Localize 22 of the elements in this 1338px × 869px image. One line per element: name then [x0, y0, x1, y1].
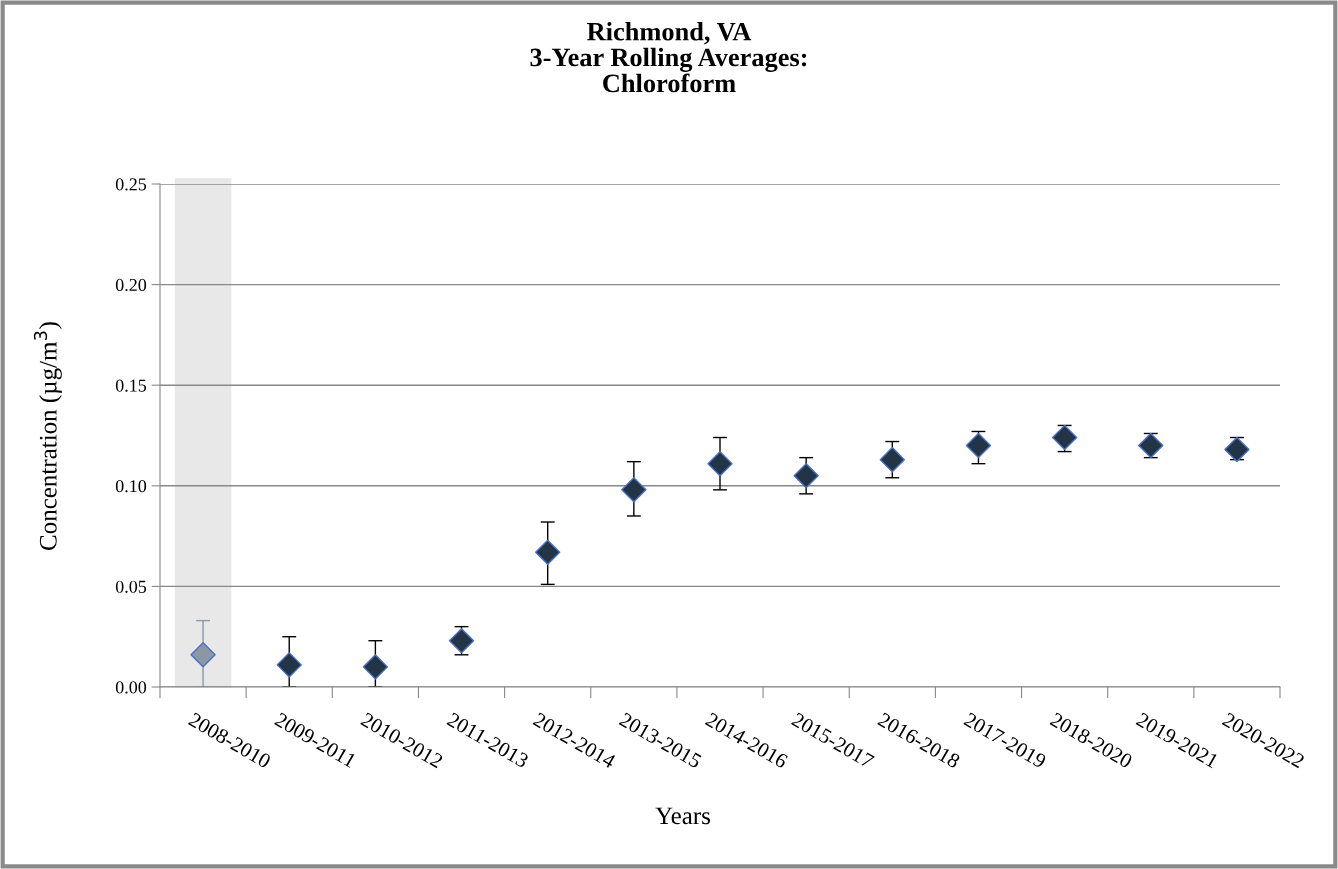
x-axis-title: Years — [655, 807, 710, 825]
chart-title: Richmond, VA 3-Year Rolling Averages: Chloroform — [530, 22, 807, 93]
y-tick-label: 0.20 — [115, 278, 147, 292]
y-tick-label: 0.00 — [115, 681, 147, 694]
point — [793, 463, 819, 489]
point — [1051, 424, 1078, 451]
point — [190, 642, 216, 668]
point — [362, 654, 389, 680]
point — [448, 628, 475, 654]
y-tick-label: 0.25 — [115, 178, 147, 191]
y-tick-label: 0.05 — [115, 580, 147, 593]
point — [276, 652, 302, 678]
point — [1138, 432, 1164, 459]
point — [534, 539, 561, 565]
y-tick-label: 0.10 — [115, 480, 147, 493]
y-axis-title: Concentration (µg/m$^{3}$) — [33, 322, 62, 550]
y-tick-label: 0.15 — [115, 379, 147, 392]
point — [965, 432, 992, 459]
point — [621, 477, 647, 503]
point — [1224, 436, 1250, 463]
point — [707, 450, 733, 477]
point — [879, 446, 906, 473]
